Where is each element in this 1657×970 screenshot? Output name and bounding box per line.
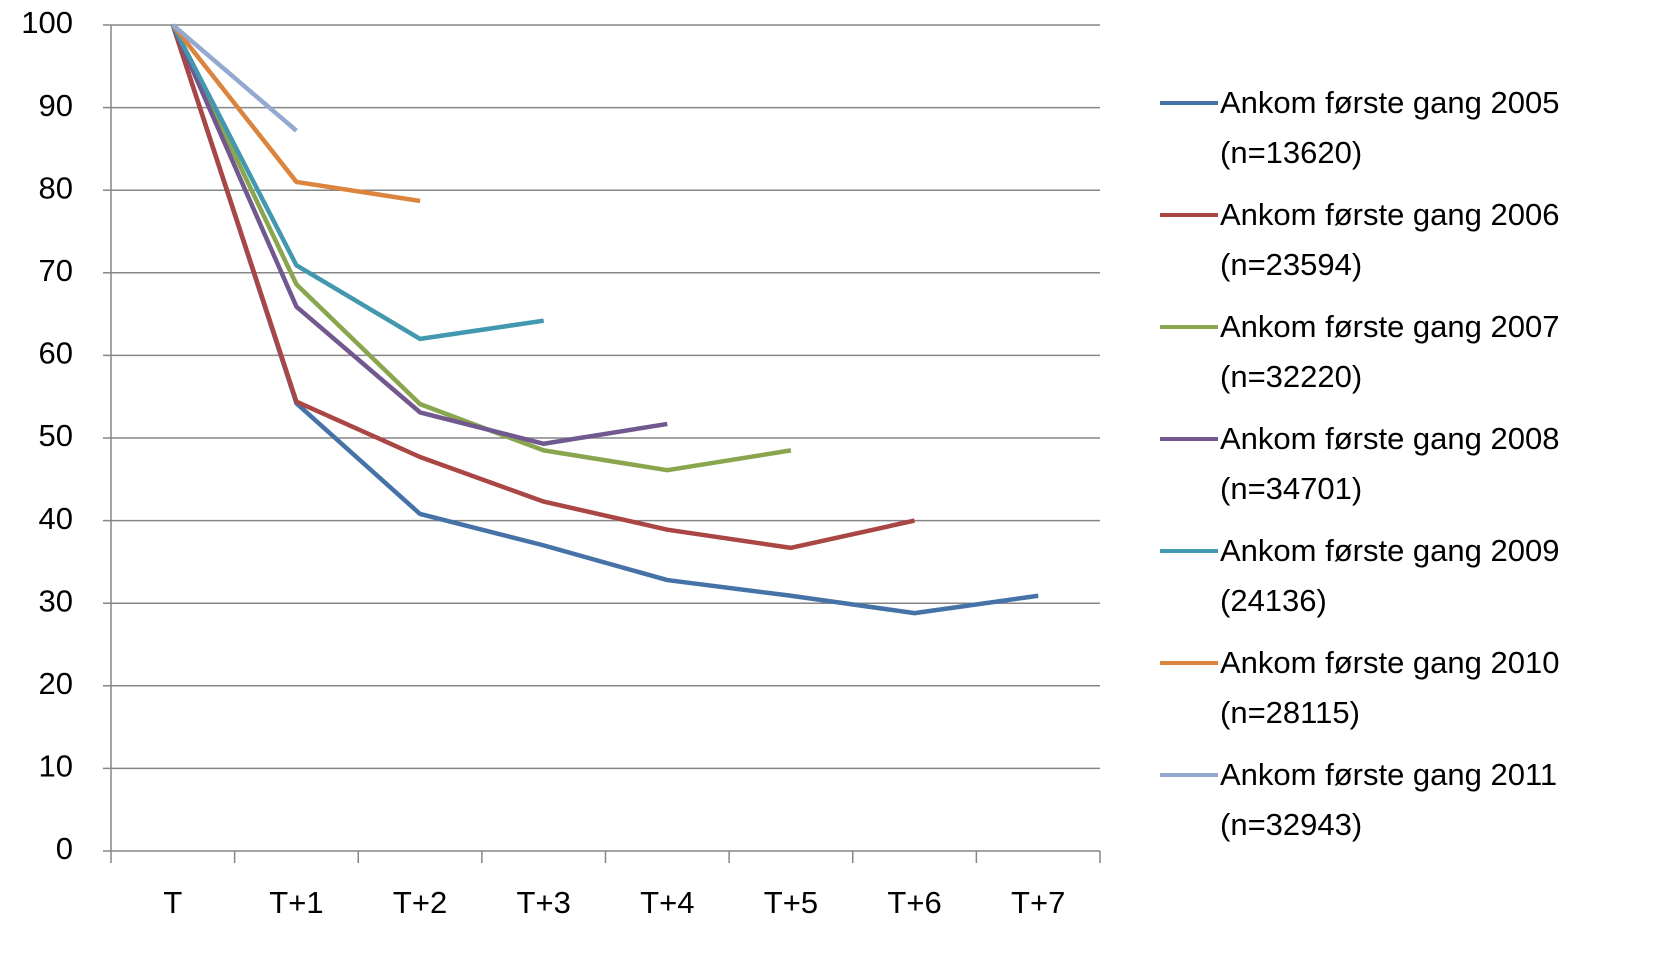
y-tick-label: 40 (39, 501, 73, 536)
x-tick-label: T+6 (887, 885, 941, 920)
series-line (170, 24, 668, 447)
y-tick-label: 100 (21, 5, 73, 40)
legend-item: Ankom første gang 2007 (n=32220) (1160, 302, 1640, 414)
legend-label: Ankom første gang 2011 (n=32943) (1220, 757, 1558, 842)
x-tick-label: T+4 (640, 885, 694, 920)
legend-item: Ankom første gang 2008 (n=34701) (1160, 414, 1640, 526)
legend-item: Ankom første gang 2006 (n=23594) (1160, 190, 1640, 302)
series-line (170, 24, 1039, 616)
series-line (171, 23, 298, 133)
legend-swatch (1160, 661, 1218, 665)
legend-item: Ankom første gang 2009 (24136) (1160, 526, 1640, 638)
legend-label: Ankom første gang 2008 (n=34701) (1220, 421, 1560, 506)
legend-item: Ankom første gang 2005 (n=13620) (1160, 78, 1640, 190)
y-tick-label: 60 (39, 336, 73, 371)
legend-swatch (1160, 213, 1218, 217)
y-tick-label: 50 (39, 418, 73, 453)
y-tick-label: 10 (39, 749, 73, 784)
x-tick-label: T+1 (269, 885, 323, 920)
x-tick-label: T+5 (764, 885, 818, 920)
series-line (170, 24, 792, 473)
legend-label: Ankom første gang 2006 (n=23594) (1220, 197, 1560, 282)
legend-swatch (1160, 325, 1218, 329)
legend-label: Ankom første gang 2010 (n=28115) (1220, 645, 1560, 730)
legend-item: Ankom første gang 2011 (n=32943) (1160, 750, 1640, 862)
legend-swatch (1160, 773, 1218, 777)
x-tick-label: T (163, 885, 182, 920)
legend-item: Ankom første gang 2010 (n=28115) (1160, 638, 1640, 750)
y-tick-label: 0 (56, 831, 73, 866)
series-line (170, 24, 916, 551)
legend-label: Ankom første gang 2009 (24136) (1220, 533, 1560, 618)
y-tick-label: 80 (39, 170, 73, 205)
x-tick-label: T+7 (1011, 885, 1065, 920)
legend-swatch (1160, 437, 1218, 441)
legend-label: Ankom første gang 2007 (n=32220) (1220, 309, 1560, 394)
legend-label: Ankom første gang 2005 (n=13620) (1220, 85, 1560, 170)
legend-swatch (1160, 549, 1218, 553)
y-tick-label: 30 (39, 583, 73, 618)
y-tick-label: 70 (39, 253, 73, 288)
x-tick-label: T+2 (393, 885, 447, 920)
series-line (171, 23, 421, 204)
legend-swatch (1160, 101, 1218, 105)
x-tick-label: T+3 (517, 885, 571, 920)
y-tick-label: 20 (39, 666, 73, 701)
y-tick-label: 90 (39, 88, 73, 123)
series-line (170, 23, 545, 342)
legend: Ankom første gang 2005 (n=13620) Ankom fø… (1160, 78, 1640, 862)
